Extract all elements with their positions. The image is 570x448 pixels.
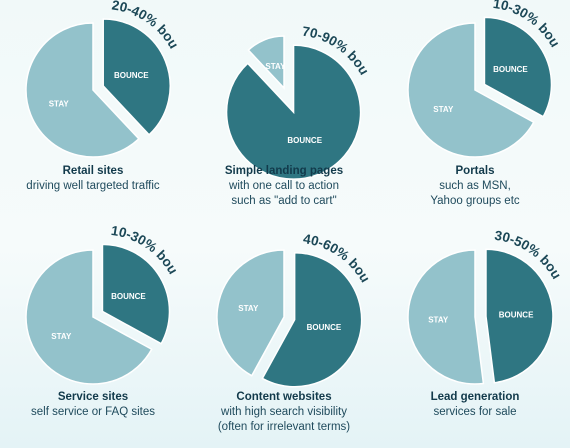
bounce-slice [483, 16, 553, 118]
stay-slice [407, 249, 485, 385]
chart-caption: Retail sites driving well targeted traffi… [0, 164, 188, 194]
stay-slice-label: STAY [51, 332, 72, 341]
bounce-slice-label: BOUNCE [111, 292, 146, 301]
chart-subtitle: services for sale [433, 406, 517, 418]
bounce-slice [102, 18, 171, 136]
chart-caption: Lead generation services for sale [380, 390, 570, 420]
stay-slice-label: STAY [265, 62, 286, 71]
bounce-slice [225, 44, 362, 180]
chart-title: Service sites [57, 391, 129, 403]
chart-title: Content websites [236, 391, 332, 403]
bounce-slice-label: BOUNCE [287, 136, 322, 145]
bounce-slice-label: BOUNCE [493, 65, 528, 74]
chart-caption: Content websites with high search visibil… [189, 390, 379, 435]
bounce-slice [261, 251, 363, 388]
stay-slice-label: STAY [238, 304, 259, 313]
chart-caption: Simple landing pages with one call to act… [189, 164, 379, 209]
stay-slice-label: STAY [49, 100, 70, 109]
bounce-slice-label: BOUNCE [114, 71, 149, 80]
chart-subtitle: self service or FAQ sites [31, 406, 155, 418]
stay-slice-label: STAY [428, 315, 449, 324]
stay-slice [216, 249, 285, 377]
stay-slice [25, 22, 140, 158]
stay-slice [247, 35, 285, 90]
chart-caption: Portals such as MSN, Yahoo groups etc [380, 164, 570, 209]
chart-title: Portals [455, 165, 495, 177]
stay-slice-label: STAY [433, 105, 454, 114]
chart-subtitle: with high search visibility [221, 406, 347, 418]
chart-subtitle: driving well targeted traffic [26, 180, 160, 192]
chart-title: Retail sites [62, 165, 124, 177]
chart-title: Simple landing pages [224, 165, 344, 177]
chart-subtitle: with one call to action [229, 180, 339, 192]
chart-subtitle: (often for irrelevant terms) [217, 421, 351, 433]
chart-title: Lead generation [430, 391, 520, 403]
stay-slice [25, 249, 153, 385]
chart-subtitle: such as MSN, [439, 180, 511, 192]
bounce-slice-label: BOUNCE [307, 323, 342, 332]
bounce-slice-label: BOUNCE [499, 310, 534, 319]
bounce-slice [485, 248, 554, 384]
chart-caption: Service sites self service or FAQ sites [0, 390, 188, 420]
stay-slice [407, 22, 535, 158]
chart-subtitle: such as "add to cart" [231, 195, 337, 207]
bounce-slice [101, 243, 171, 345]
chart-subtitle: Yahoo groups etc [430, 195, 520, 207]
